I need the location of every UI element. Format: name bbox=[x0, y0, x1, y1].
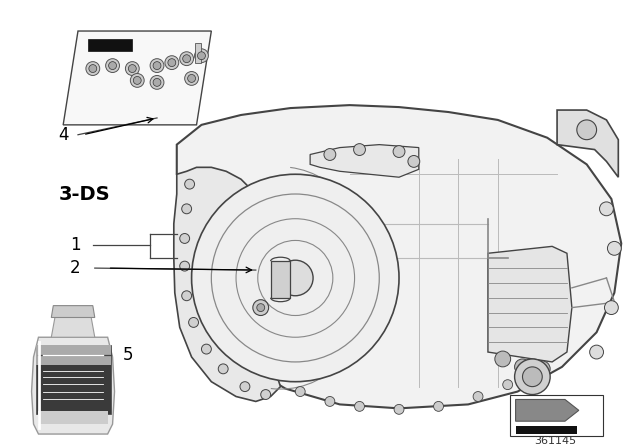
Circle shape bbox=[589, 345, 604, 359]
Text: 3-DS: 3-DS bbox=[58, 185, 110, 203]
Polygon shape bbox=[51, 306, 95, 318]
Circle shape bbox=[131, 73, 144, 87]
Polygon shape bbox=[35, 345, 111, 414]
Circle shape bbox=[129, 65, 136, 73]
Circle shape bbox=[198, 52, 205, 60]
Circle shape bbox=[150, 59, 164, 73]
Circle shape bbox=[355, 401, 364, 411]
Text: 2: 2 bbox=[70, 259, 81, 277]
Circle shape bbox=[295, 387, 305, 396]
Circle shape bbox=[89, 65, 97, 73]
Circle shape bbox=[86, 62, 100, 75]
Circle shape bbox=[165, 56, 179, 69]
Circle shape bbox=[180, 52, 193, 65]
Circle shape bbox=[133, 77, 141, 84]
Circle shape bbox=[325, 396, 335, 406]
Circle shape bbox=[191, 174, 399, 382]
Circle shape bbox=[473, 392, 483, 401]
Polygon shape bbox=[271, 261, 291, 298]
Circle shape bbox=[202, 344, 211, 354]
Circle shape bbox=[534, 361, 550, 377]
Circle shape bbox=[253, 300, 269, 315]
Circle shape bbox=[153, 78, 161, 86]
Circle shape bbox=[106, 59, 120, 73]
Circle shape bbox=[168, 59, 176, 67]
Circle shape bbox=[433, 401, 444, 411]
Text: 4: 4 bbox=[58, 126, 68, 144]
Circle shape bbox=[125, 62, 140, 75]
Polygon shape bbox=[310, 145, 419, 177]
Circle shape bbox=[257, 304, 265, 311]
Circle shape bbox=[195, 49, 209, 63]
Circle shape bbox=[182, 55, 191, 63]
Polygon shape bbox=[516, 400, 579, 421]
Circle shape bbox=[515, 359, 550, 395]
Circle shape bbox=[153, 62, 161, 69]
Circle shape bbox=[577, 120, 596, 140]
Polygon shape bbox=[63, 31, 211, 125]
Circle shape bbox=[278, 260, 313, 296]
Circle shape bbox=[394, 405, 404, 414]
Circle shape bbox=[324, 149, 336, 160]
Circle shape bbox=[185, 72, 198, 86]
Polygon shape bbox=[38, 411, 108, 424]
Circle shape bbox=[353, 144, 365, 155]
Circle shape bbox=[515, 359, 531, 375]
Circle shape bbox=[109, 62, 116, 69]
Circle shape bbox=[605, 301, 618, 314]
Circle shape bbox=[240, 382, 250, 392]
Circle shape bbox=[182, 291, 191, 301]
Circle shape bbox=[180, 261, 189, 271]
Circle shape bbox=[393, 146, 405, 157]
Polygon shape bbox=[557, 110, 618, 177]
Circle shape bbox=[180, 233, 189, 243]
Circle shape bbox=[185, 179, 195, 189]
Circle shape bbox=[182, 204, 191, 214]
Polygon shape bbox=[51, 315, 95, 337]
Polygon shape bbox=[488, 246, 572, 362]
Text: 1: 1 bbox=[70, 237, 81, 254]
Circle shape bbox=[503, 380, 513, 390]
Text: 361145: 361145 bbox=[534, 436, 576, 446]
Polygon shape bbox=[516, 426, 577, 434]
Polygon shape bbox=[88, 39, 132, 51]
Circle shape bbox=[600, 202, 613, 216]
Circle shape bbox=[495, 351, 511, 367]
Polygon shape bbox=[31, 337, 115, 434]
Polygon shape bbox=[195, 43, 202, 63]
Circle shape bbox=[150, 75, 164, 89]
Circle shape bbox=[260, 390, 271, 400]
Circle shape bbox=[188, 74, 196, 82]
Circle shape bbox=[408, 155, 420, 168]
Circle shape bbox=[189, 318, 198, 327]
Circle shape bbox=[607, 241, 621, 255]
Polygon shape bbox=[509, 395, 604, 436]
Polygon shape bbox=[35, 345, 111, 365]
Polygon shape bbox=[174, 168, 280, 401]
Circle shape bbox=[218, 364, 228, 374]
Polygon shape bbox=[177, 105, 621, 409]
Circle shape bbox=[522, 367, 542, 387]
Text: 5: 5 bbox=[122, 346, 133, 364]
